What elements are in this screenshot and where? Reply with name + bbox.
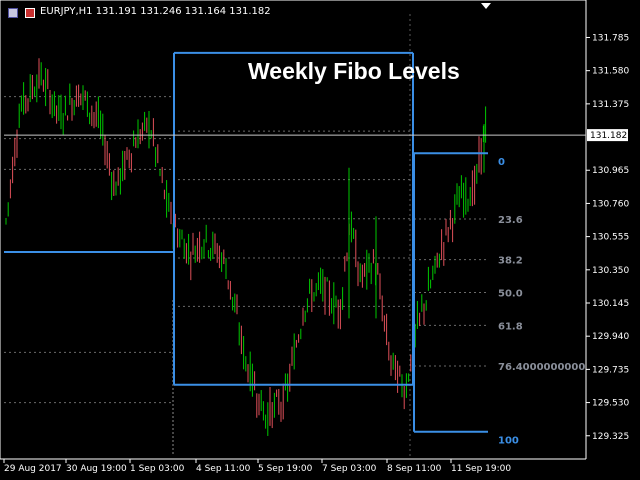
x-tick-label: 7 Sep 03:00	[322, 464, 377, 474]
y-tick-label: 129.325	[592, 432, 629, 442]
y-tick-label: 131.580	[592, 67, 629, 77]
current-price-tag	[587, 129, 628, 142]
y-tick-label: 130.555	[592, 233, 629, 243]
y-tick-label: 131.375	[592, 100, 629, 110]
y-tick-label: 130.145	[592, 299, 629, 309]
fibo-level-label: 23.6	[498, 215, 523, 226]
chart-window-icon[interactable]	[8, 8, 18, 18]
chart-title: Weekly Fibo Levels	[248, 58, 460, 84]
x-tick-label: 4 Sep 11:00	[196, 464, 251, 474]
y-tick-label: 130.965	[592, 166, 629, 176]
weekly-fibo-boxes	[4, 51, 488, 433]
x-tick-label: 11 Sep 19:00	[451, 464, 511, 474]
axes: 131.785 131.580 131.375 130.965 130.760 130.5…	[0, 0, 629, 474]
y-tick-label: 129.940	[592, 332, 629, 342]
current-price-label: 131.182	[590, 131, 627, 141]
y-tick-label: 129.530	[592, 399, 629, 409]
symbol-header: EURJPY,H1 131.191 131.246 131.164 131.18…	[40, 6, 271, 17]
x-tick-label: 29 Aug 2017	[4, 464, 62, 474]
fibo-level-label: 61.8	[498, 321, 523, 332]
y-tick-label: 129.735	[592, 365, 629, 375]
chart-shift-marker[interactable]	[481, 3, 491, 9]
fibo-level-label: 38.2	[498, 256, 523, 267]
x-tick-label: 8 Sep 11:00	[387, 464, 442, 474]
x-tick-label: 30 Aug 19:00	[66, 464, 127, 474]
flag-icon	[25, 8, 35, 18]
fibo-level-label: 100	[498, 436, 519, 447]
fibo-labels: 0 23.6 38.2 50.0 61.8 76.4000000000 100	[498, 157, 585, 446]
fibo-level-label: 50.0	[498, 288, 523, 299]
y-tick-label: 130.760	[592, 199, 629, 209]
fibo-level-label: 76.4000000000	[498, 362, 585, 373]
x-tick-label: 1 Sep 03:00	[130, 464, 185, 474]
y-tick-label: 131.785	[592, 33, 629, 43]
x-tick-label: 5 Sep 19:00	[258, 464, 313, 474]
y-tick-label: 130.350	[592, 266, 629, 276]
fibo-level-label: 0	[498, 157, 505, 168]
